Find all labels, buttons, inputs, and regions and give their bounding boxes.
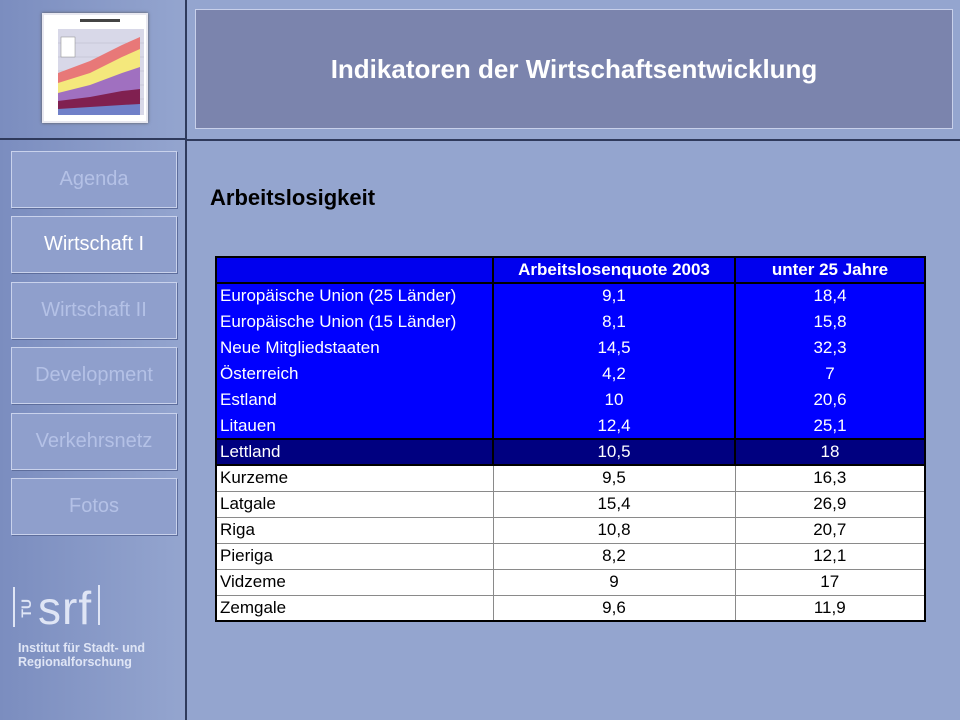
logo-srf: srf — [38, 582, 93, 634]
table-cell: 16,3 — [734, 464, 926, 492]
nav-wirtschaft-2[interactable]: Wirtschaft II — [11, 282, 177, 339]
table-row: Estland 10 20,6 — [215, 386, 926, 414]
table-cell: 12,1 — [734, 542, 926, 570]
table-row: Latgale 15,4 26,9 — [215, 490, 926, 518]
table-cell: 8,2 — [492, 542, 736, 570]
table-header-cell: Arbeitslosenquote 2003 — [492, 256, 736, 284]
table-cell: 9,6 — [492, 594, 736, 622]
table-row: Europäische Union (25 Länder) 9,1 18,4 — [215, 282, 926, 310]
table-row: Europäische Union (15 Länder) 8,1 15,8 — [215, 308, 926, 336]
nav-wirtschaft-1[interactable]: Wirtschaft I — [11, 216, 177, 273]
table-cell: Österreich — [215, 360, 494, 388]
table-cell: 9,5 — [492, 464, 736, 492]
table-cell: 4,2 — [492, 360, 736, 388]
unemployment-table: Arbeitslosenquote 2003 unter 25 Jahre Eu… — [215, 256, 926, 622]
table-cell: Zemgale — [215, 594, 494, 622]
table-row: Litauen 12,4 25,1 — [215, 412, 926, 440]
table-cell: 8,1 — [492, 308, 736, 336]
table-header-row: Arbeitslosenquote 2003 unter 25 Jahre — [215, 256, 926, 284]
table-cell: Europäische Union (25 Länder) — [215, 282, 494, 310]
table-cell: 20,7 — [734, 516, 926, 544]
chart-thumbnail-icon — [42, 13, 148, 123]
table-header-cell: unter 25 Jahre — [734, 256, 926, 284]
table-cell: 9,1 — [492, 282, 736, 310]
logo-divider — [98, 585, 100, 625]
table-row: Zemgale 9,6 11,9 — [215, 594, 926, 622]
table-cell: Europäische Union (15 Länder) — [215, 308, 494, 336]
table-cell: 18 — [734, 438, 926, 466]
table-cell: Pieriga — [215, 542, 494, 570]
table-row: Pieriga 8,2 12,1 — [215, 542, 926, 570]
table-cell: 10 — [492, 386, 736, 414]
table-cell: Riga — [215, 516, 494, 544]
header-box: Indikatoren der Wirtschaftsentwicklung — [195, 9, 953, 129]
table-cell: 10,5 — [492, 438, 736, 466]
nav-verkehrsnetz[interactable]: Verkehrsnetz — [11, 413, 177, 470]
nav-fotos[interactable]: Fotos — [11, 478, 177, 535]
table-cell: 26,9 — [734, 490, 926, 518]
table-cell: 14,5 — [492, 334, 736, 362]
table-cell: 7 — [734, 360, 926, 388]
table-cell: 15,4 — [492, 490, 736, 518]
header-title: Indikatoren der Wirtschaftsentwicklung — [330, 53, 818, 84]
logo-divider — [13, 587, 15, 627]
table-row: Vidzeme 9 17 — [215, 568, 926, 596]
table-cell: Kurzeme — [215, 464, 494, 492]
table-cell: Latgale — [215, 490, 494, 518]
table-cell: 32,3 — [734, 334, 926, 362]
table-cell: 25,1 — [734, 412, 926, 440]
table-cell: Litauen — [215, 412, 494, 440]
table-cell: Neue Mitgliedstaaten — [215, 334, 494, 362]
table-cell: 11,9 — [734, 594, 926, 622]
nav-agenda[interactable]: Agenda — [11, 151, 177, 208]
table-cell: Lettland — [215, 438, 494, 466]
logo-text-line1: Institut für Stadt- und — [18, 641, 146, 655]
nav-development[interactable]: Development — [11, 347, 177, 404]
table-row: Kurzeme 9,5 16,3 — [215, 464, 926, 492]
table-cell: Estland — [215, 386, 494, 414]
institute-logo: TU srf Institut für Stadt- und Regionalf… — [12, 582, 182, 675]
table-cell: 9 — [492, 568, 736, 596]
table-header-cell — [215, 256, 494, 284]
thumbnail-area — [0, 0, 187, 140]
table-row: Lettland 10,5 18 — [215, 438, 926, 466]
table-row: Neue Mitgliedstaaten 14,5 32,3 — [215, 334, 926, 362]
logo-text-line2: Regionalforschung — [18, 655, 132, 669]
sidebar: Agenda Wirtschaft I Wirtschaft II Develo… — [0, 0, 187, 720]
table-cell: 12,4 — [492, 412, 736, 440]
table-cell: 18,4 — [734, 282, 926, 310]
table-cell: 15,8 — [734, 308, 926, 336]
page-title: Arbeitslosigkeit — [210, 185, 376, 210]
table-cell: Vidzeme — [215, 568, 494, 596]
logo-tu: TU — [18, 599, 34, 618]
table-cell: 17 — [734, 568, 926, 596]
header-divider — [187, 139, 960, 141]
table-cell: 20,6 — [734, 386, 926, 414]
table-cell: 10,8 — [492, 516, 736, 544]
table-row: Riga 10,8 20,7 — [215, 516, 926, 544]
table-row: Österreich 4,2 7 — [215, 360, 926, 388]
